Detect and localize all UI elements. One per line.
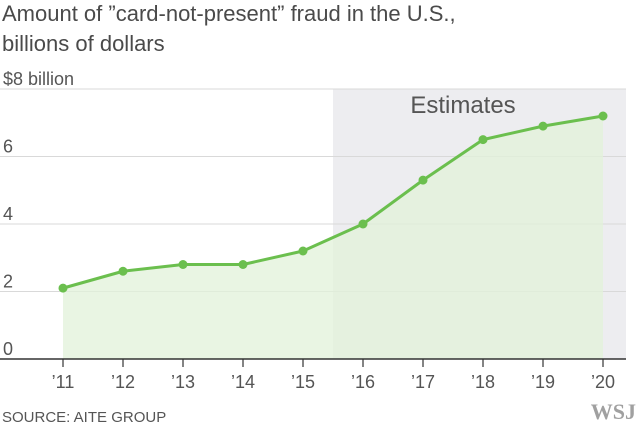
y-tick-label-4: 4 bbox=[3, 204, 13, 224]
x-tick-label-2019: ’19 bbox=[531, 372, 555, 392]
data-point-2017 bbox=[418, 175, 428, 185]
x-tick-label-2014: ’14 bbox=[231, 372, 255, 392]
wsj-logo: WSJ bbox=[591, 399, 636, 424]
data-points bbox=[58, 111, 608, 293]
data-point-2019 bbox=[538, 121, 548, 131]
series-line bbox=[62, 114, 604, 290]
x-tick-label-2017: ’17 bbox=[411, 372, 435, 392]
data-point-2014 bbox=[238, 260, 248, 269]
data-point-2020 bbox=[598, 111, 608, 121]
chart-title-line1: Amount of ”card-not-present” fraud in th… bbox=[2, 1, 456, 26]
x-tick-label-2016: ’16 bbox=[351, 372, 375, 392]
data-point-2018 bbox=[478, 135, 488, 145]
y-tick-label-0: 0 bbox=[3, 339, 13, 359]
x-axis: ’11 ’12 ’13 ’14 ’15 ’16 ’17 ’18 ’19 ’20 bbox=[0, 358, 626, 392]
y-tick-label-2: 2 bbox=[3, 272, 13, 292]
x-tick-label-2012: ’12 bbox=[111, 372, 135, 392]
data-point-2011 bbox=[58, 283, 68, 293]
y-axis-labels: 0 2 4 6 $8 billion bbox=[3, 69, 74, 359]
source-note: SOURCE: AITE GROUP bbox=[2, 409, 166, 426]
y-axis-top-label: $8 billion bbox=[3, 69, 74, 89]
data-point-2012 bbox=[118, 266, 128, 276]
data-point-2016 bbox=[358, 219, 368, 229]
estimates-label: Estimates bbox=[410, 92, 515, 119]
data-point-2013 bbox=[178, 260, 188, 269]
x-tick-label-2018: ’18 bbox=[471, 372, 495, 392]
chart-title-line2: billions of dollars bbox=[2, 31, 165, 56]
x-tick-label-2011: ’11 bbox=[52, 372, 75, 392]
data-point-2015 bbox=[298, 246, 308, 256]
y-tick-label-6: 6 bbox=[3, 137, 13, 157]
x-tick-label-2020: ’20 bbox=[591, 372, 615, 392]
x-tick-label-2015: ’15 bbox=[291, 372, 315, 392]
x-tick-label-2013: ’13 bbox=[171, 372, 195, 392]
